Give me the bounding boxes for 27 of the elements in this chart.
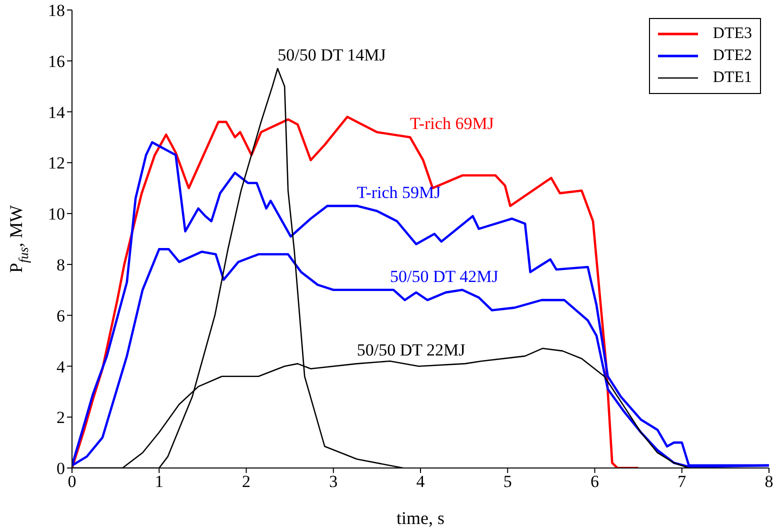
y-tick-label: 10 [48, 204, 65, 224]
x-tick-label: 6 [590, 472, 599, 492]
annotation: 50/50 DT 22MJ [356, 340, 466, 360]
x-axis-title: time, s [396, 508, 444, 528]
y-tick-label: 6 [56, 306, 65, 326]
x-tick-label: 4 [416, 472, 426, 492]
y-tick-label: 0 [56, 459, 65, 478]
x-tick-label: 7 [678, 472, 687, 492]
legend-label: DTE1 [712, 68, 752, 88]
y-tick-label: 8 [56, 255, 65, 274]
annotation: T-rich 59MJ [356, 182, 442, 202]
x-tick-label: 5 [503, 472, 512, 492]
x-tick-label: 3 [329, 472, 338, 492]
y-tick-label: 4 [56, 357, 66, 376]
y-tick-label: 16 [48, 52, 65, 71]
y-tick-label: 14 [48, 102, 66, 122]
annotation: 50/50 DT 14MJ [278, 46, 386, 65]
y-tick-label: 12 [48, 154, 65, 173]
legend-label: DTE2 [712, 46, 752, 66]
annotation: 50/50 DT 42MJ [390, 266, 499, 286]
x-tick-label: 1 [154, 472, 164, 492]
legend-label: DTE3 [712, 24, 752, 44]
y-tick-label: 18 [48, 1, 65, 20]
annotation: T-rich 69MJ [410, 114, 494, 134]
x-tick-label: 8 [764, 472, 774, 492]
x-tick-label: 2 [242, 472, 250, 492]
y-tick-label: 2 [56, 408, 65, 428]
